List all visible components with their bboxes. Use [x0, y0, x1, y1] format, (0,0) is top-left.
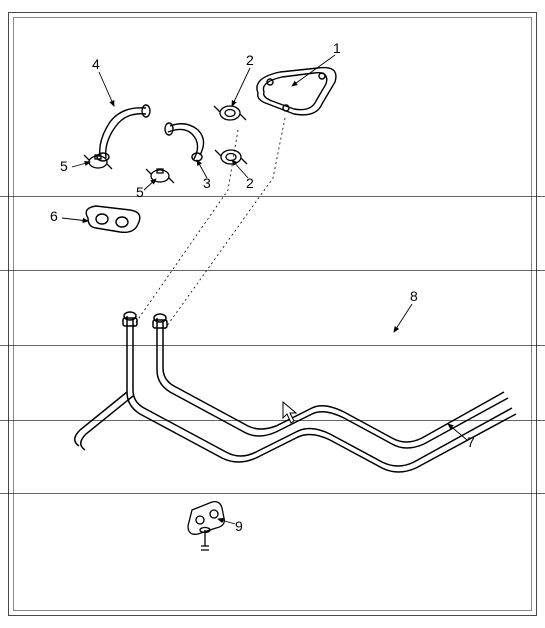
- assembly-leader: [132, 118, 285, 330]
- part-1-gasket: [257, 68, 336, 115]
- label-8: 8: [410, 288, 418, 304]
- part-7-pipe: [75, 312, 516, 472]
- part-2-clip-lower: [215, 150, 247, 164]
- part-6-gasket: [86, 206, 140, 232]
- label-2b: 2: [246, 175, 254, 191]
- label-6: 6: [50, 208, 58, 224]
- label-3: 3: [203, 175, 211, 191]
- label-7: 7: [467, 434, 475, 450]
- part-5-clamp-b: [146, 169, 174, 183]
- label-5b: 5: [136, 184, 144, 200]
- part-3-hose: [165, 123, 204, 161]
- part-4-hose: [97, 105, 150, 161]
- part-5-clamp-a: [84, 155, 112, 169]
- cursor-icon: [283, 402, 296, 423]
- label-1: 1: [333, 40, 341, 56]
- part-8-pipe: [153, 314, 508, 448]
- label-5a: 5: [60, 158, 68, 174]
- label-2a: 2: [246, 52, 254, 68]
- part-9-bracket: [188, 502, 224, 550]
- label-9: 9: [235, 518, 243, 534]
- parts-drawing: [0, 0, 545, 628]
- label-4: 4: [92, 56, 100, 72]
- part-2-clip-upper: [214, 106, 246, 120]
